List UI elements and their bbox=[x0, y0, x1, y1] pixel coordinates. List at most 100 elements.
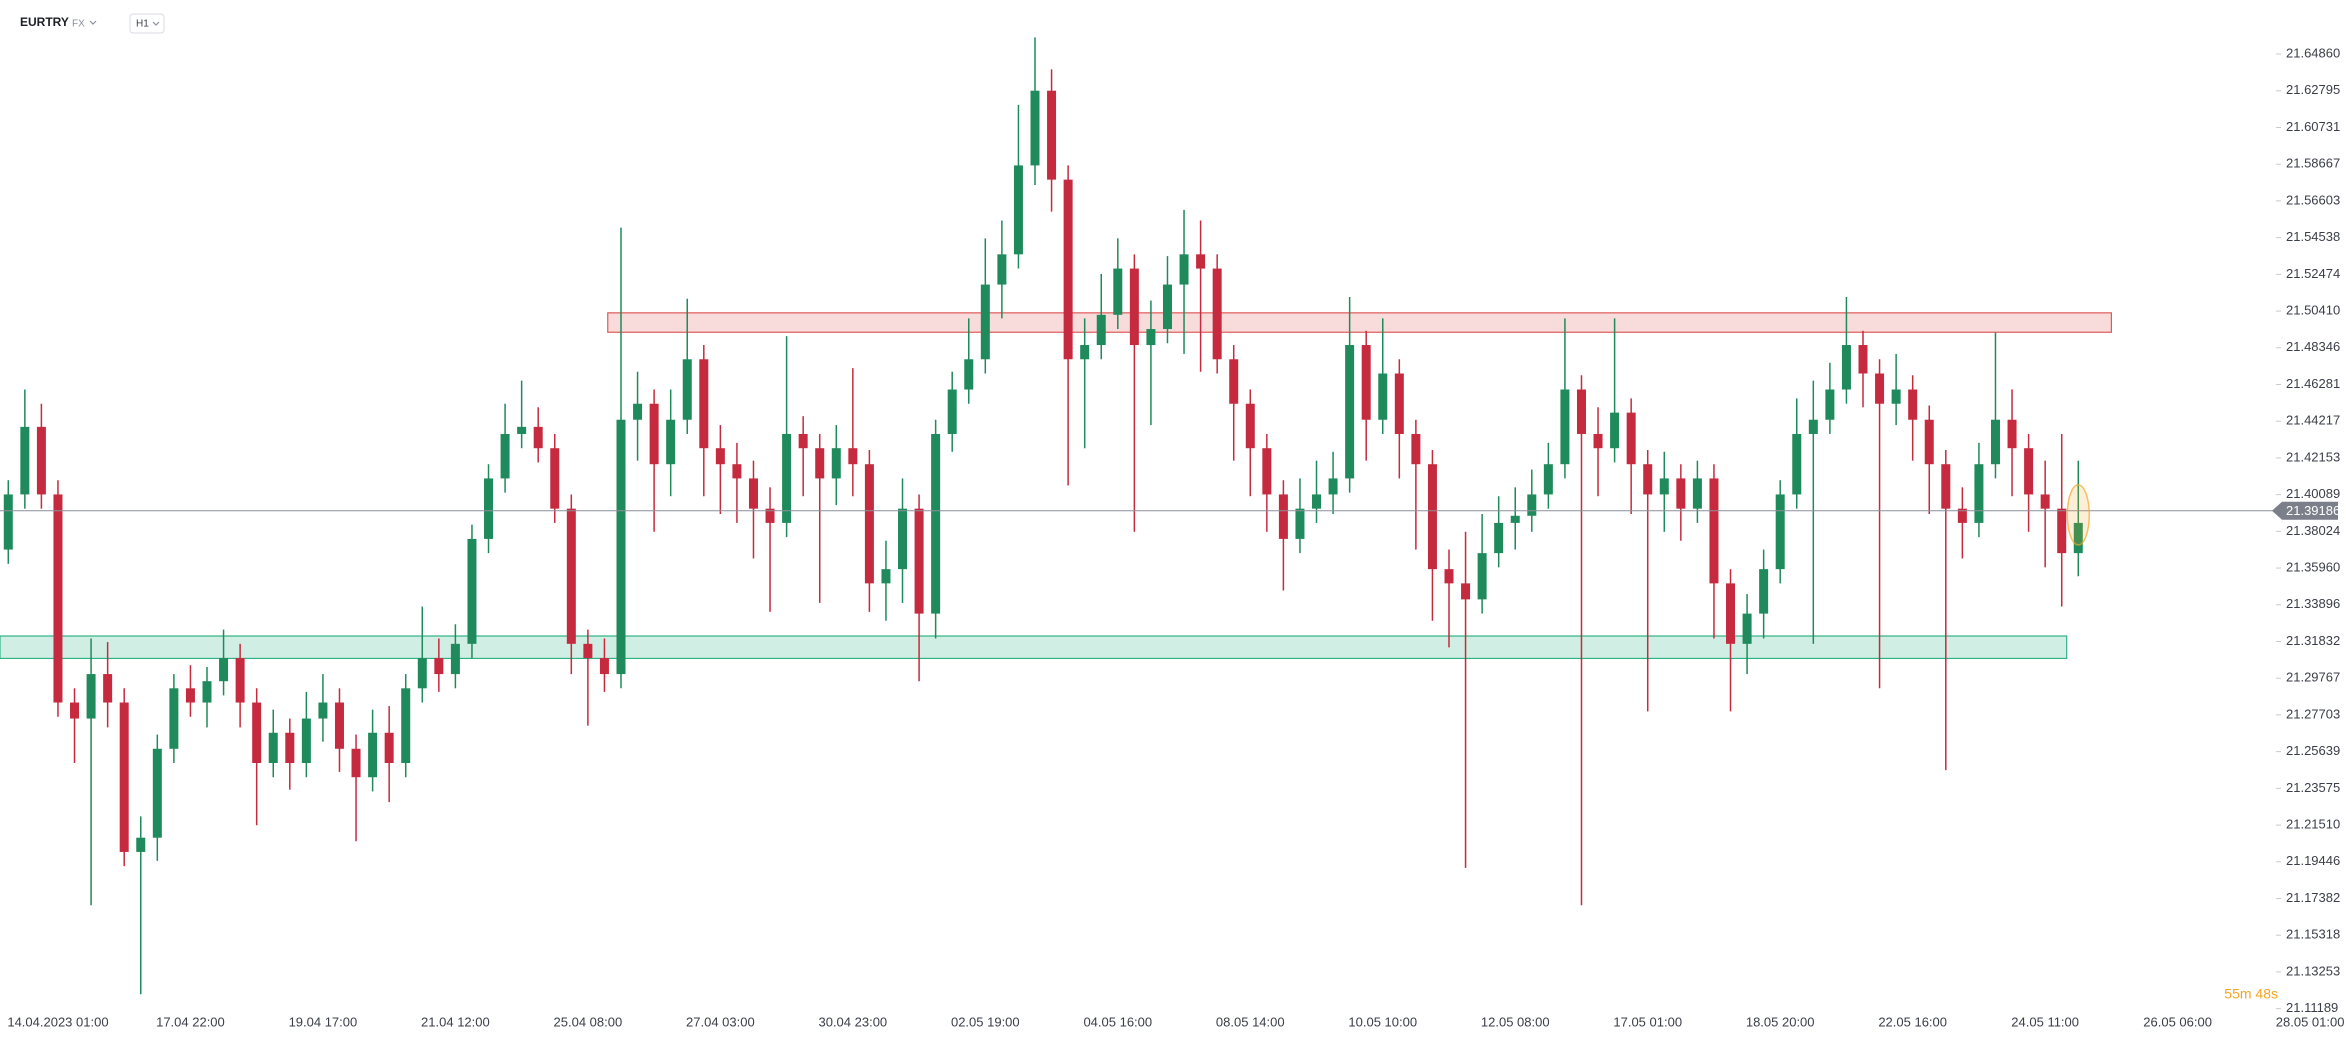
candle-body bbox=[1610, 412, 1620, 449]
candle-body bbox=[1875, 373, 1885, 404]
candle-body bbox=[1759, 569, 1769, 614]
candle-body bbox=[533, 426, 543, 449]
candle-body bbox=[1013, 165, 1023, 255]
candle-body bbox=[2024, 448, 2034, 495]
candle-body bbox=[1858, 345, 1868, 374]
candle-body bbox=[1692, 478, 1702, 509]
timeframe-chevron[interactable] bbox=[152, 21, 160, 26]
candle-body bbox=[1908, 389, 1918, 420]
y-tick-label: 21.19446 bbox=[2286, 853, 2340, 868]
y-tick-label: 21.60731 bbox=[2286, 119, 2340, 134]
candle-body bbox=[1312, 494, 1322, 509]
candle-body bbox=[1245, 403, 1255, 449]
candle-body bbox=[103, 674, 113, 703]
candle-body bbox=[2007, 419, 2017, 449]
candle-body bbox=[1494, 522, 1504, 554]
candle-body bbox=[1047, 90, 1057, 180]
x-tick-label: 10.05 10:00 bbox=[1348, 1014, 1417, 1029]
candle-body bbox=[1427, 464, 1437, 570]
timeframe-button[interactable] bbox=[129, 13, 165, 34]
candle-body bbox=[1825, 389, 1835, 420]
candle-body bbox=[616, 419, 626, 675]
x-tick-label: 12.05 08:00 bbox=[1481, 1014, 1550, 1029]
market-chevron[interactable] bbox=[89, 20, 97, 25]
candle-body bbox=[1212, 268, 1222, 360]
candle-body bbox=[633, 403, 643, 420]
candle-body bbox=[815, 448, 825, 479]
x-tick-label: 30.04 23:00 bbox=[818, 1014, 887, 1029]
candle-body bbox=[1394, 373, 1404, 434]
candle-body bbox=[583, 643, 593, 659]
candle-body bbox=[931, 433, 941, 614]
candle-body bbox=[1808, 419, 1818, 434]
y-tick-label: 21.62795 bbox=[2286, 82, 2340, 97]
candle-body bbox=[848, 448, 858, 465]
y-tick-label: 21.54538 bbox=[2286, 229, 2340, 244]
x-tick-label: 17.04 22:00 bbox=[156, 1014, 225, 1029]
x-tick-label: 21.04 12:00 bbox=[421, 1014, 490, 1029]
x-tick-label: 02.05 19:00 bbox=[951, 1014, 1020, 1029]
candle-body bbox=[1709, 478, 1719, 584]
candle-body bbox=[368, 732, 378, 778]
candle-body bbox=[831, 448, 841, 479]
candle-body bbox=[864, 464, 874, 584]
candle-body bbox=[1477, 553, 1487, 600]
candle-body bbox=[1560, 389, 1570, 465]
candle-body bbox=[268, 732, 278, 764]
candle-body bbox=[1593, 433, 1603, 449]
candle-body bbox=[649, 403, 659, 465]
y-tick-label: 21.42153 bbox=[2286, 449, 2340, 464]
candle-body bbox=[666, 419, 676, 465]
x-tick-label: 19.04 17:00 bbox=[289, 1014, 358, 1029]
candle-body bbox=[1146, 329, 1156, 346]
y-tick-label: 21.29767 bbox=[2286, 670, 2340, 685]
current-price-label: 21.39186 bbox=[2286, 503, 2340, 518]
y-tick-label: 21.52474 bbox=[2286, 266, 2340, 281]
candle-body bbox=[1841, 345, 1851, 390]
y-tick-label: 21.17382 bbox=[2286, 890, 2340, 905]
timeframe[interactable]: H1 bbox=[136, 19, 149, 30]
candle-body bbox=[1792, 433, 1802, 495]
candle-body bbox=[1543, 464, 1553, 495]
candle-body bbox=[782, 433, 792, 523]
y-tick-label: 21.25639 bbox=[2286, 743, 2340, 758]
y-tick-label: 21.15318 bbox=[2286, 927, 2340, 942]
x-tick-label: 27.04 03:00 bbox=[686, 1014, 755, 1029]
symbol[interactable]: EURTRY bbox=[20, 15, 69, 29]
candle-body bbox=[1030, 90, 1040, 166]
candle-body bbox=[3, 494, 13, 550]
candle-body bbox=[1179, 254, 1189, 285]
candle-body bbox=[599, 658, 609, 675]
candle-body bbox=[2040, 494, 2050, 509]
x-tick-label: 14.04.2023 01:00 bbox=[7, 1014, 108, 1029]
x-tick-label: 26.05 06:00 bbox=[2143, 1014, 2212, 1029]
y-tick-label: 21.21510 bbox=[2286, 817, 2340, 832]
y-tick-label: 21.33896 bbox=[2286, 596, 2340, 611]
candle-body bbox=[1063, 179, 1073, 360]
current-price-tag bbox=[2272, 501, 2338, 520]
candle-body bbox=[550, 448, 560, 509]
y-tick-label: 21.50410 bbox=[2286, 303, 2340, 318]
candle-body bbox=[86, 674, 96, 719]
candle-body bbox=[1196, 254, 1206, 269]
candle-body bbox=[881, 569, 891, 584]
overlay: 21.39186 bbox=[0, 484, 2340, 546]
axes: 21.64860 21.62795 21.60731 21.58667 21.56603… bbox=[7, 46, 2344, 1030]
y-tick-label: 21.31832 bbox=[2286, 633, 2340, 648]
candle-body bbox=[318, 702, 328, 719]
candle-body bbox=[1576, 389, 1586, 434]
candle-body bbox=[285, 732, 295, 764]
candle-body bbox=[1742, 613, 1752, 644]
candle-body bbox=[334, 702, 344, 749]
x-tick-label: 04.05 16:00 bbox=[1083, 1014, 1152, 1029]
candle-body bbox=[252, 702, 262, 764]
candle-body bbox=[434, 658, 444, 675]
candle-body bbox=[715, 448, 725, 465]
candle-body bbox=[748, 478, 758, 509]
candle-body bbox=[484, 478, 494, 539]
candle-body bbox=[2073, 522, 2083, 554]
candle-body bbox=[1444, 569, 1454, 584]
y-tick-label: 21.27703 bbox=[2286, 706, 2340, 721]
candle-body bbox=[1974, 464, 1984, 523]
